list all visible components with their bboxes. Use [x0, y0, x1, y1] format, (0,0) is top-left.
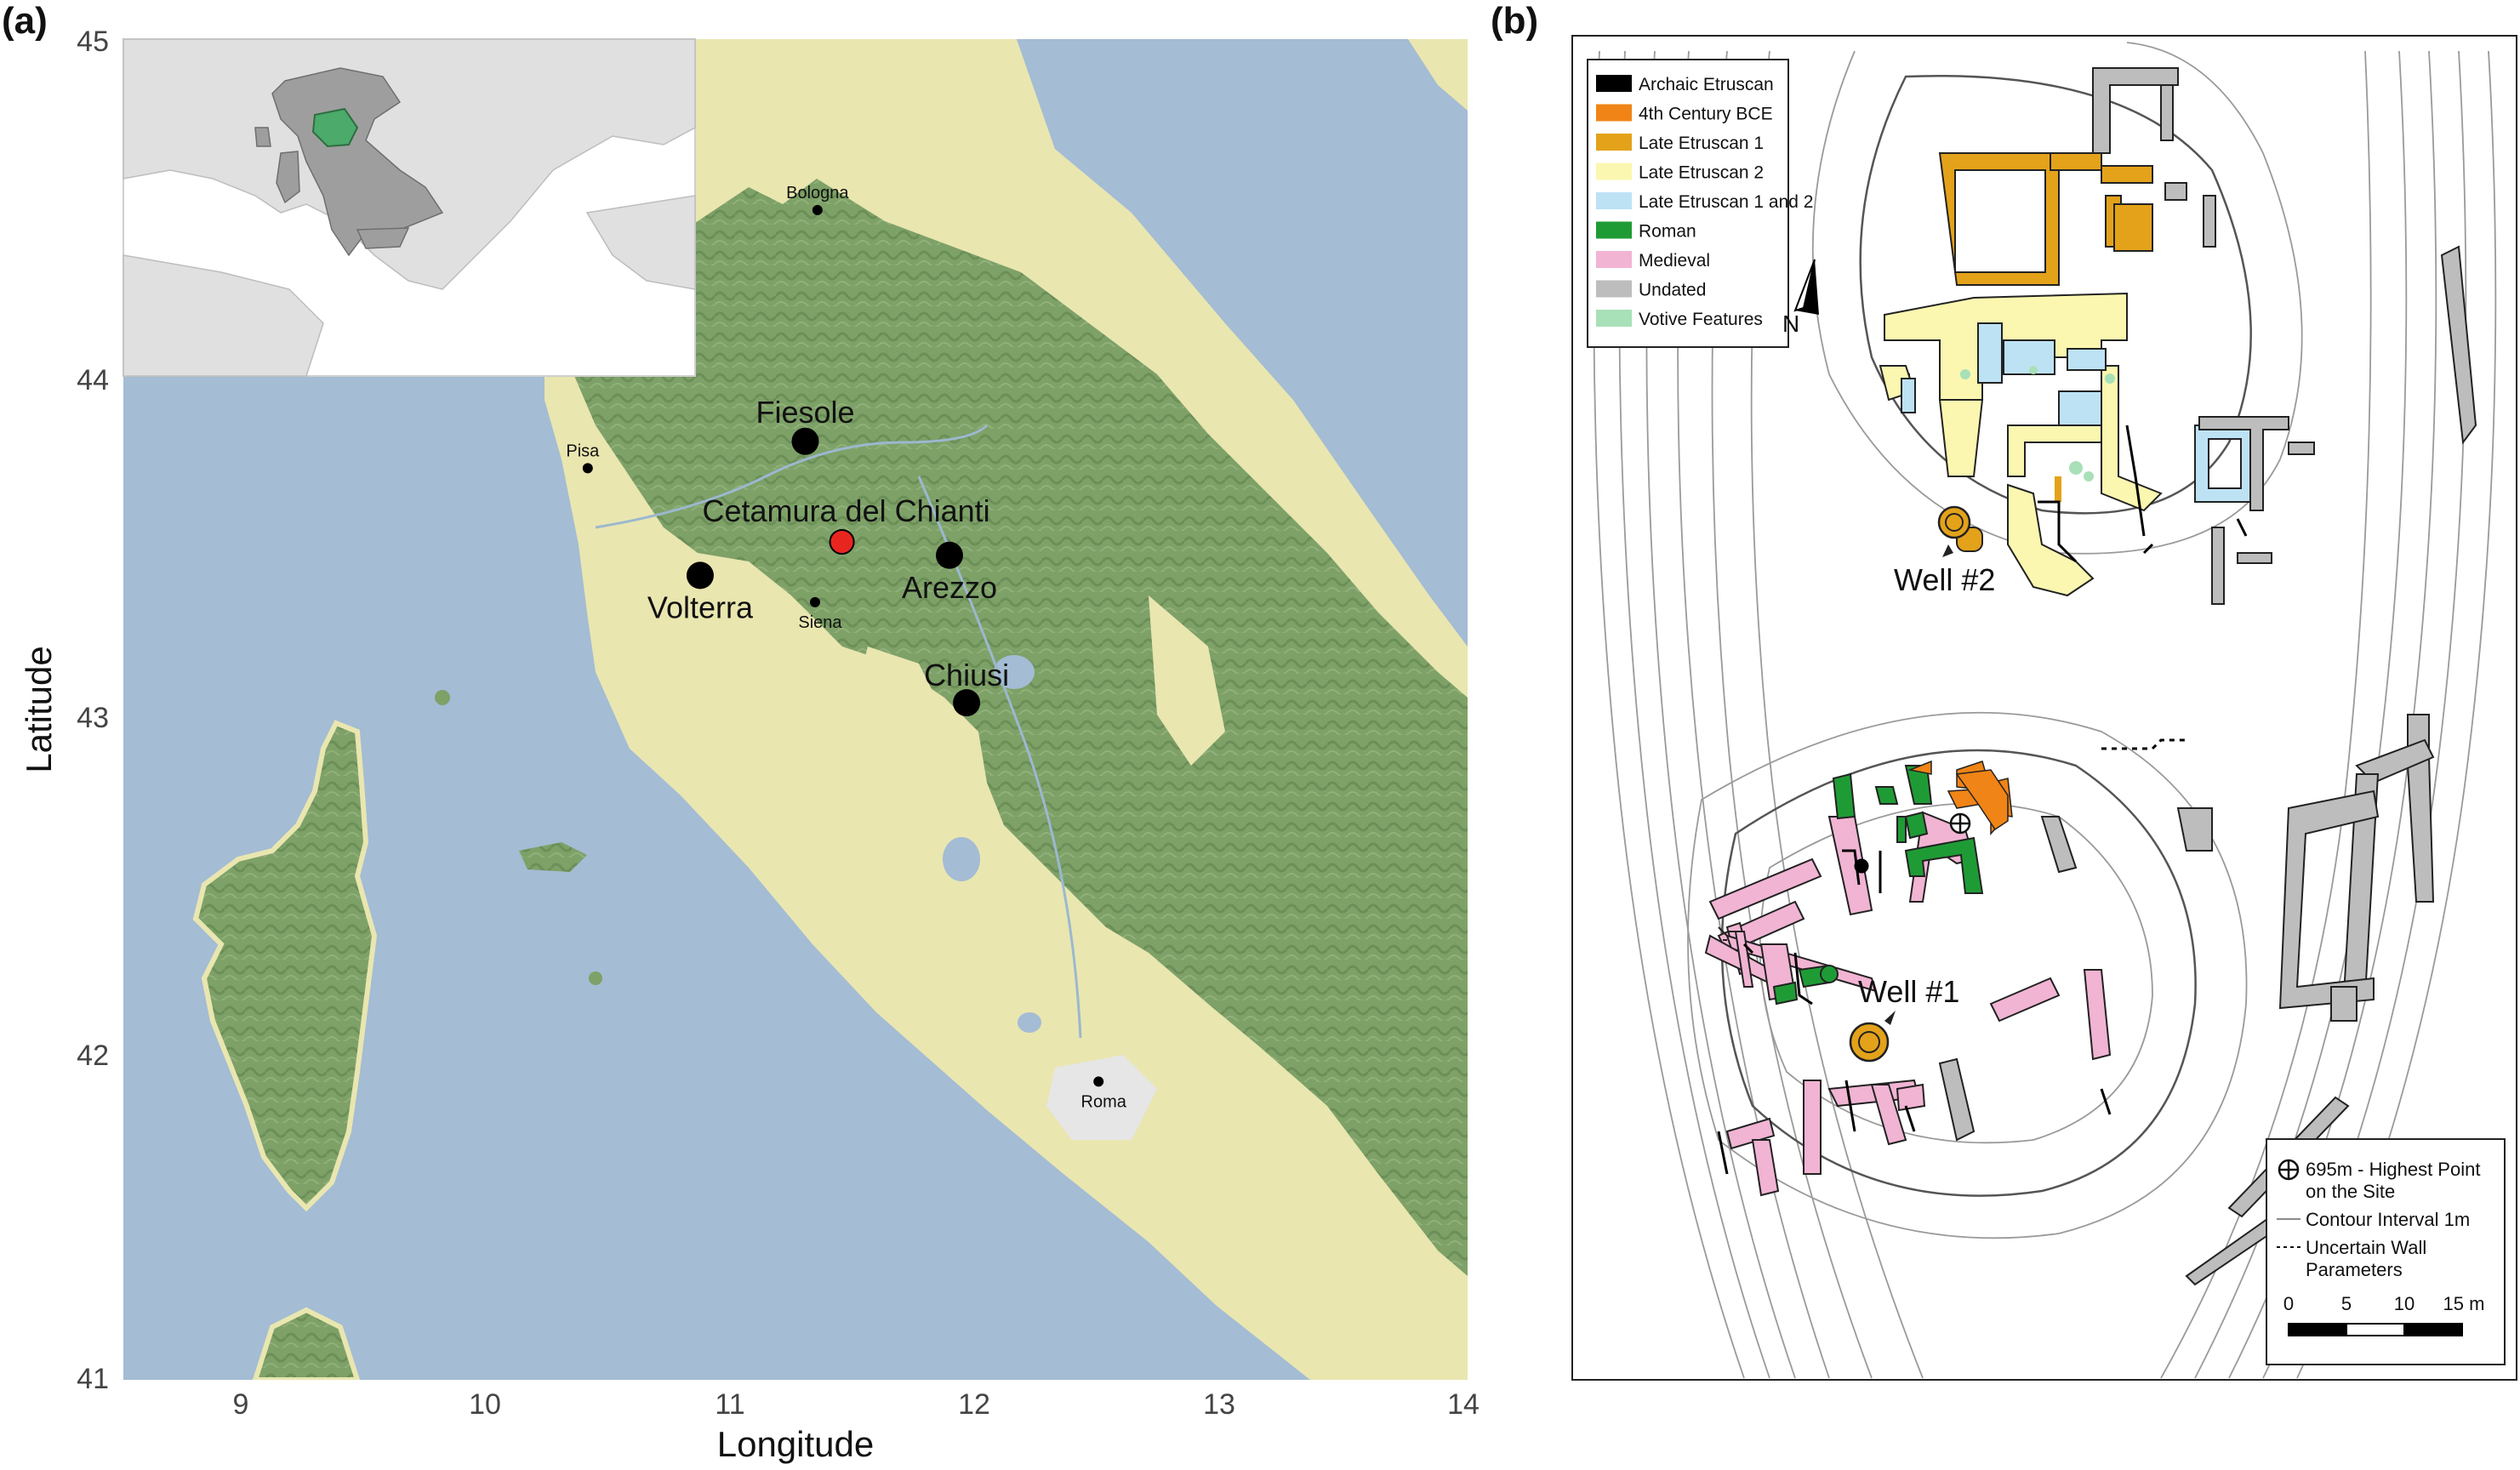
x-tick: 13 — [1203, 1388, 1235, 1421]
structures-roman — [1772, 765, 1984, 1006]
votive-features — [1960, 366, 2115, 481]
legend-label: Votive Features — [1639, 310, 1763, 329]
structures-medieval — [1704, 811, 2112, 1197]
structures-undated — [1938, 67, 2477, 1286]
y-axis-title: Latitude — [19, 646, 59, 772]
sardinia-tip — [252, 1307, 361, 1380]
croatia-coast — [1408, 39, 1468, 111]
highest-point-marker — [1949, 812, 1971, 835]
period-legend: Archaic Etruscan 4th Century BCE Late Etru… — [1587, 59, 1813, 348]
elba-island — [519, 842, 587, 872]
key-highest-point-line2: on the Site — [2306, 1181, 2395, 1202]
legend-swatch — [1596, 162, 1632, 180]
inset-map — [123, 38, 696, 377]
legend-label: Medieval — [1639, 251, 1710, 271]
capraia-island — [435, 690, 450, 705]
town-label: Siena — [798, 613, 842, 632]
x-tick: 10 — [469, 1388, 501, 1421]
town-marker — [582, 463, 593, 474]
legend-label: Late Etruscan 2 — [1639, 163, 1764, 183]
scale-tick: 10 — [2394, 1293, 2415, 1314]
x-tick: 9 — [233, 1388, 249, 1421]
town-label: Bologna — [786, 184, 849, 202]
scale-tick: 5 — [2341, 1293, 2352, 1314]
north-label: N — [1782, 311, 1799, 337]
scale-tick: 15 m — [2443, 1293, 2485, 1314]
x-axis: 9 10 11 12 13 14 Longitude — [233, 1388, 1480, 1464]
legend-label: Late Etruscan 1 and 2 — [1639, 192, 1813, 212]
structures-archaic-etruscan — [1717, 424, 2248, 1175]
lowland-valley — [842, 647, 953, 851]
well-1-label: Well #1 — [1858, 974, 1959, 1009]
city-marker — [829, 529, 855, 555]
town-marker — [1093, 1076, 1104, 1087]
city-label: Chiusi — [924, 658, 1009, 692]
legend-swatch — [1596, 280, 1632, 298]
giglio-island — [589, 971, 602, 985]
scale-bar — [2288, 1323, 2463, 1336]
legend-swatch — [1596, 310, 1632, 327]
well-1: Well #1 — [1849, 974, 1959, 1063]
city-label: Fiesole — [755, 395, 854, 430]
legend-swatch — [1596, 192, 1632, 209]
key-uncertain: Uncertain Wall — [2306, 1237, 2426, 1258]
city-label: Cetamura del Chianti — [702, 493, 989, 528]
x-tick: 12 — [958, 1388, 990, 1421]
x-tick: 11 — [715, 1388, 744, 1421]
y-tick: 41 — [77, 1363, 109, 1395]
x-axis-title: Longitude — [717, 1424, 875, 1464]
city-marker — [935, 541, 963, 569]
town-label: Pisa — [566, 442, 600, 460]
legend-swatch — [1596, 221, 1632, 239]
y-tick: 45 — [77, 26, 109, 58]
corsica-island — [192, 720, 378, 1212]
y-tick: 42 — [77, 1040, 109, 1072]
structures-late-etruscan-1-and-2 — [1901, 322, 2255, 503]
rome-urban-area — [1046, 1055, 1157, 1140]
legend-swatch — [1596, 75, 1632, 92]
well-2-label: Well #2 — [1894, 562, 1995, 597]
uplands-forest — [523, 179, 1468, 1276]
city-label: Volterra — [647, 590, 754, 624]
city-marker — [791, 427, 819, 455]
legend-swatch — [1596, 104, 1632, 122]
adriatic-sea — [1017, 39, 1468, 647]
city-layer: Fiesole Volterra Arezzo Chiusi Cetamura del … — [566, 184, 1126, 1111]
legend-swatch — [1596, 134, 1632, 151]
panel-a-label: (a) — [2, 0, 48, 42]
tuscany-region — [311, 107, 359, 148]
lake-trasimeno — [994, 655, 1035, 689]
legend-swatch — [1596, 251, 1632, 268]
north-arrow: N — [1782, 259, 1819, 337]
key-highest-point: 695m - Highest Point — [2306, 1159, 2480, 1180]
site-key: 695m - Highest Point on the Site Contour… — [2266, 1138, 2506, 1365]
structures-4th-century-bce — [1907, 760, 2013, 835]
legend-label: Undated — [1639, 281, 1706, 300]
city-marker — [953, 689, 981, 717]
city-label: Arezzo — [902, 570, 997, 605]
legend-label: Archaic Etruscan — [1639, 75, 1774, 94]
legend-label: Late Etruscan 1 — [1639, 134, 1764, 153]
river-arno — [595, 424, 989, 529]
key-contour: Contour Interval 1m — [2306, 1209, 2470, 1230]
legend-label: Roman — [1639, 222, 1696, 242]
lowland-valley-2 — [1149, 595, 1225, 766]
city-marker — [686, 561, 714, 590]
legend-label: 4th Century BCE — [1639, 105, 1773, 124]
town-label: Roma — [1081, 1092, 1127, 1111]
y-tick: 43 — [77, 702, 109, 734]
well-2: Well #2 — [1894, 505, 1995, 597]
panel-b-label: (b) — [1491, 0, 1539, 42]
town-marker — [809, 596, 820, 607]
lake-bracciano — [1018, 1012, 1041, 1033]
key-uncertain-line2: Parameters — [2306, 1259, 2403, 1280]
y-axis: 45 44 43 42 41 Latitude — [19, 26, 109, 1395]
x-tick: 14 — [1447, 1388, 1480, 1421]
lake-bolsena — [943, 837, 980, 881]
scale-tick: 0 — [2283, 1293, 2294, 1314]
y-tick: 44 — [77, 364, 109, 396]
town-marker — [812, 204, 823, 215]
